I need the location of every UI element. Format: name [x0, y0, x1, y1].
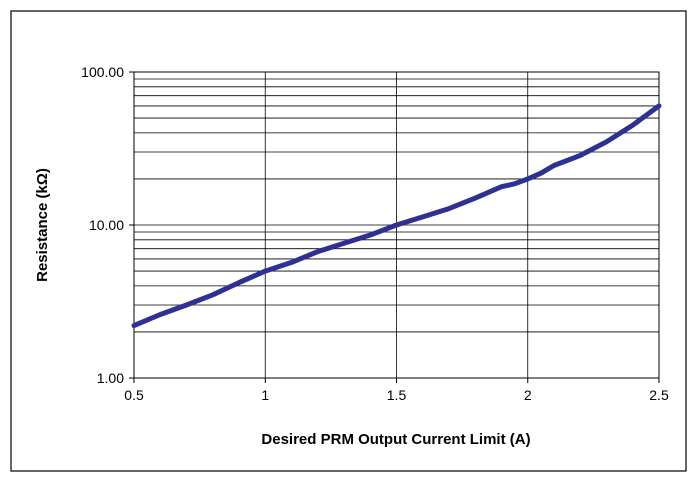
x-tick-label: 1	[261, 387, 269, 403]
y-tick-label: 100.00	[81, 64, 124, 80]
x-tick-label: 2.5	[649, 387, 669, 403]
x-axis-ticks: 0.5 1 1.5 2 2.5	[124, 378, 669, 403]
y-axis-title: Resistance (kΩ)	[34, 168, 51, 282]
x-tick-label: 2	[524, 387, 532, 403]
x-tick-label: 1.5	[387, 387, 407, 403]
y-tick-label: 1.00	[97, 370, 124, 386]
x-tick-label: 0.5	[124, 387, 144, 403]
y-tick-label: 10.00	[89, 217, 124, 233]
y-axis-ticks: 1.00 10.00 100.00	[81, 64, 134, 386]
series-line	[131, 103, 662, 329]
x-axis-title: Desired PRM Output Current Limit (A)	[261, 431, 530, 448]
series-group	[131, 103, 662, 329]
